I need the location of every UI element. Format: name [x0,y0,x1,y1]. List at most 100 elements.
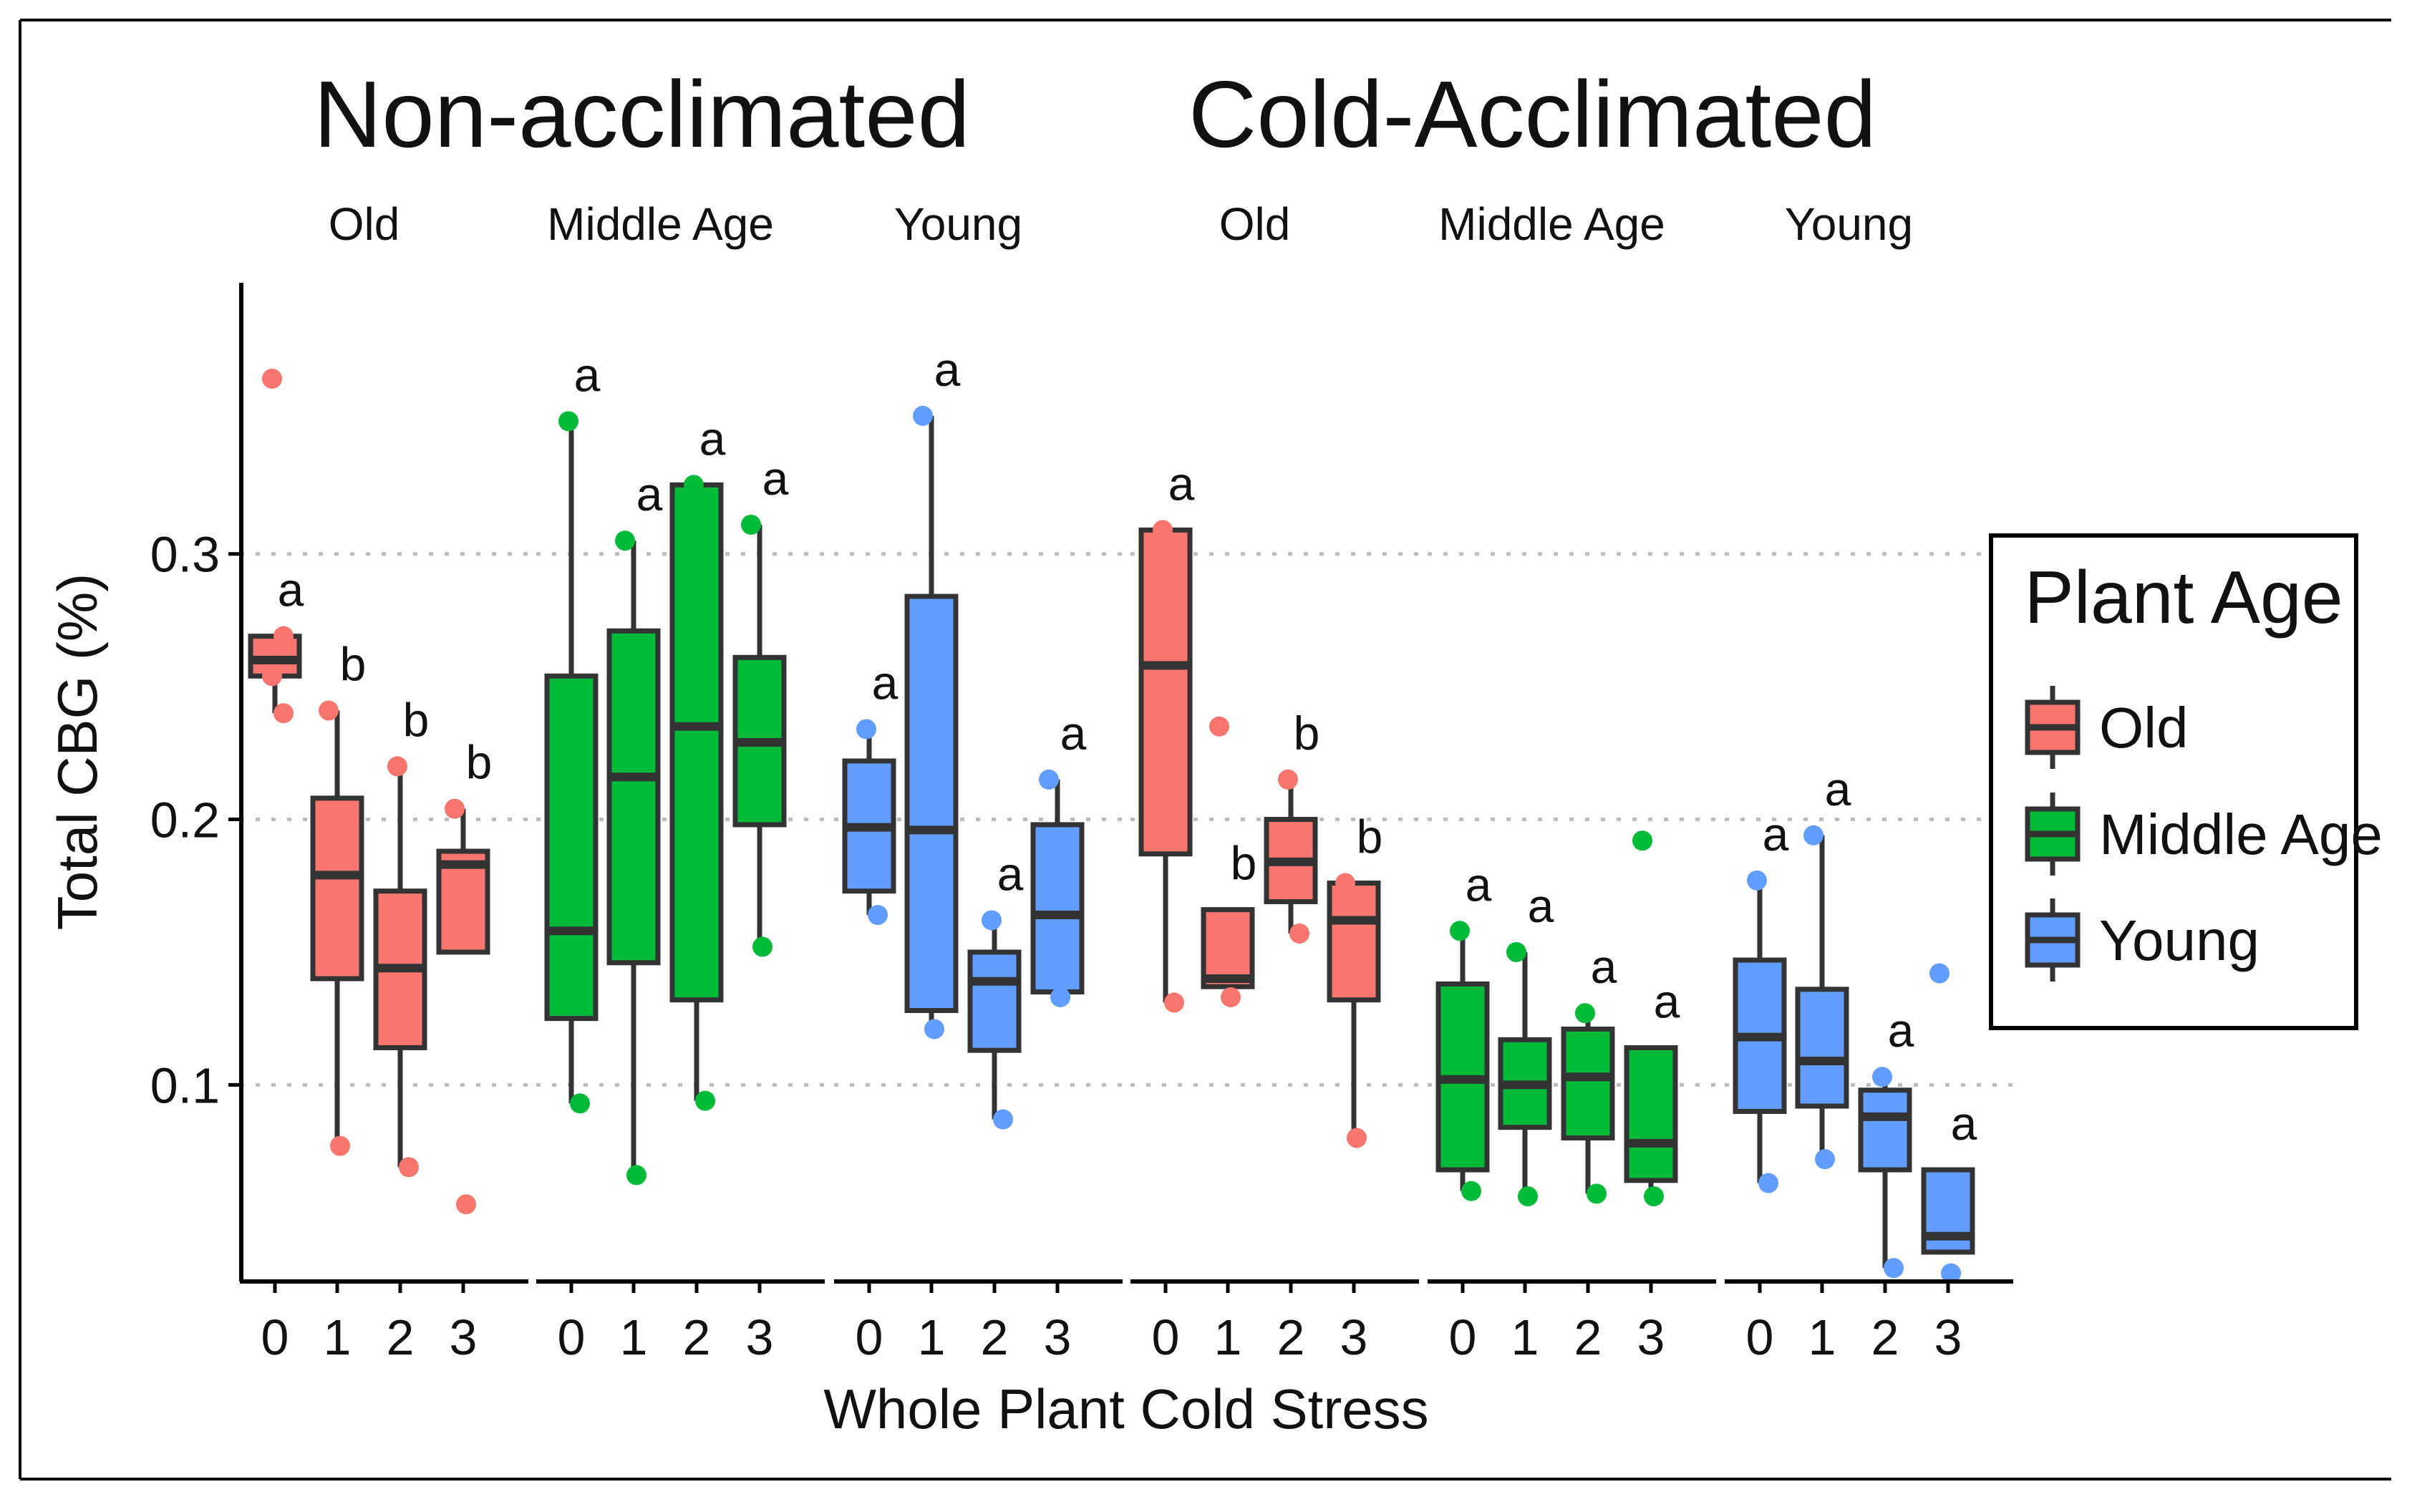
boxes-layer [248,482,1975,1255]
y-tick-label-1: 0.2 [150,793,220,848]
point-g1p1-b3-0 [1632,830,1652,851]
point-g1p0-b0-0 [1153,520,1173,541]
sig-letter-g1p0-b1: b [1231,837,1257,890]
sig-letter-g0p0-b0: a [278,563,304,616]
point-g1p1-b0-0 [1450,921,1470,941]
point-g1p0-b0-1 [1164,992,1184,1013]
box-g1p0-b3 [1327,881,1381,1003]
x-tick-label-g1p1-b0: 0 [1449,1309,1477,1365]
x-axis-title: Whole Plant Cold Stress [823,1377,1428,1440]
box-g0p1-b0 [544,673,599,1022]
group-title-0: Non-acclimated [314,62,970,167]
box-g0p1-b1 [606,628,661,966]
group-title-1: Cold-Acclimated [1188,62,1876,167]
panel-label-g1p2: Young [1785,198,1913,250]
x-tick-label-g0p1-b3: 3 [746,1309,774,1365]
x-tick-label-g1p2-b2: 2 [1871,1309,1899,1365]
x-tick-label-g1p0-b3: 3 [1340,1309,1368,1365]
legend: Plant Age Old Middle Age Young [1989,533,2383,1030]
panel-label-g0p1: Middle Age [547,198,774,250]
point-g1p2-b0-0 [1747,870,1767,891]
x-tick-label-g0p0-b3: 3 [450,1309,478,1365]
point-g1p2-b3-1 [1941,1263,1961,1284]
x-tick-label-g1p0-b1: 1 [1214,1309,1242,1365]
point-g0p0-b3-1 [456,1194,476,1215]
x-tick-label-g1p2-b1: 1 [1808,1309,1836,1365]
box-g1p0-b1 [1201,907,1255,989]
x-tick-label-g1p1-b1: 1 [1511,1309,1539,1365]
sig-letter-g1p0-b3: b [1357,810,1383,863]
point-g1p1-b2-0 [1575,1003,1595,1024]
point-g0p2-b3-1 [1050,987,1070,1007]
box-g0p0-b1 [310,795,364,982]
point-g1p0-b3-1 [1347,1128,1367,1148]
x-tick-label-g1p2-b3: 3 [1934,1309,1962,1365]
panel-label-g0p2: Young [894,198,1022,250]
point-g0p0-b1-1 [330,1135,350,1156]
x-tick-label-g1p1-b3: 3 [1637,1309,1665,1365]
box-g1p1-b2 [1561,1026,1615,1141]
legend-label-old: Old [2099,696,2189,760]
y-tick-label-0: 0.1 [150,1057,220,1113]
x-tick-label-g0p1-b1: 1 [620,1309,648,1365]
point-g0p1-b1-0 [615,530,635,551]
sig-letter-g1p2-b2: a [1888,1004,1914,1057]
legend-label-young: Young [2099,908,2260,972]
point-g1p2-b2-0 [1872,1067,1892,1087]
point-g0p0-b2-1 [399,1157,419,1178]
x-tick-label-g0p1-b2: 2 [683,1309,711,1365]
x-tick-label-g0p2-b0: 0 [856,1309,883,1365]
axes-layer: 0.10.20.30 1 2 3 0 1 2 3 0 1 2 3 0 1 2 3 0 1 2 3 0 1 2 3 [150,283,2013,1365]
point-g1p2-b0-1 [1758,1173,1778,1193]
panel-label-g1p0: Old [1219,198,1291,250]
box-g1p0-b0 [1138,527,1193,857]
sig-letter-g0p2-b1: a [934,343,961,396]
point-g0p0-b0-1 [273,626,294,646]
point-g0p1-b3-0 [741,514,761,535]
legend-title: Plant Age [2024,556,2343,639]
x-tick-label-g0p0-b1: 1 [324,1309,352,1365]
sig-letter-g1p1-b2: a [1591,940,1617,993]
y-axis-title: Total CBG (%) [46,573,109,930]
point-g0p0-b0-0 [262,368,282,389]
point-g1p2-b2-1 [1884,1258,1904,1279]
sig-letter-g0p0-b2: b [403,693,430,746]
box-g0p1-b2 [669,482,724,1003]
point-g0p1-b2-1 [695,1090,715,1111]
point-g1p0-b3-0 [1335,873,1355,893]
sig-letter-g1p0-b0: a [1168,457,1195,510]
box-g1p2-b1 [1795,987,1849,1109]
point-g0p0-b2-0 [387,756,407,777]
sig-letter-g1p2-b0: a [1763,808,1789,861]
box-g0p2-b1 [904,593,959,1014]
point-g1p1-b1-0 [1506,941,1526,962]
x-tick-label-g0p1-b0: 0 [558,1309,586,1365]
y-tick-label-2: 0.3 [150,527,220,583]
point-g0p0-b3-0 [445,798,465,819]
sig-letter-g1p2-b1: a [1825,762,1851,815]
sig-letter-g0p1-b1: a [636,467,663,520]
point-g0p1-b0-0 [558,411,578,432]
point-g0p2-b2-1 [993,1109,1013,1130]
points-layer [262,368,1961,1284]
point-g1p2-b1-1 [1815,1149,1835,1170]
point-g0p2-b2-0 [982,910,1002,931]
point-g0p1-b2-0 [684,475,704,495]
sig-letter-g0p2-b0: a [872,656,899,709]
point-g1p1-b3-1 [1644,1186,1664,1207]
x-tick-label-g1p0-b0: 0 [1152,1309,1180,1365]
point-g1p2-b1-0 [1803,825,1823,845]
x-tick-label-g0p0-b2: 2 [387,1309,415,1365]
sig-letter-g0p2-b3: a [1060,707,1087,760]
box-g1p2-b2 [1858,1087,1912,1173]
point-g0p1-b1-1 [626,1165,646,1186]
sig-letter-g0p1-b3: a [762,452,789,505]
sig-letter-g0p1-b2: a [699,412,726,465]
x-tick-label-g0p0-b0: 0 [261,1309,289,1365]
box-g0p2-b2 [967,949,1022,1053]
point-g0p1-b3-1 [752,936,772,957]
point-g0p0-b0-3 [273,703,294,724]
box-g0p2-b3 [1030,822,1085,995]
point-g0p0-b0-2 [262,666,282,687]
